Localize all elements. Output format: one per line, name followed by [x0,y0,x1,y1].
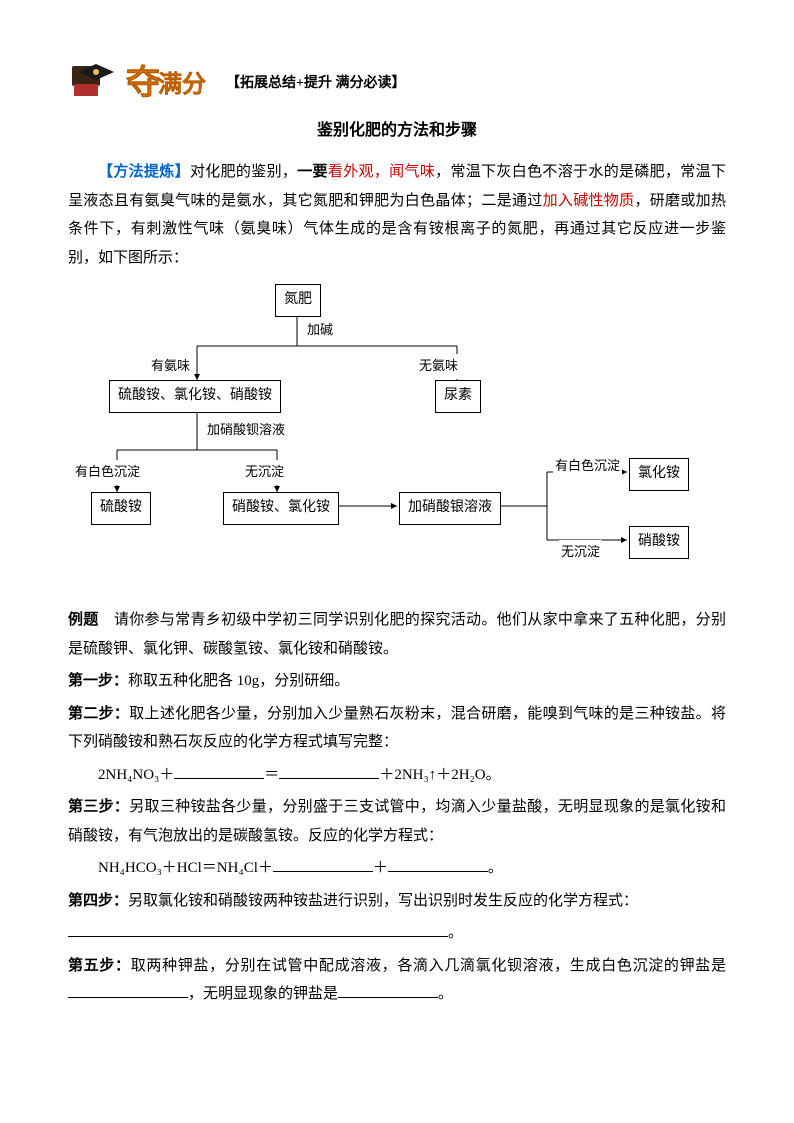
step-2-text: 取上述化肥各少量，分别加入少量熟石灰粉末，混合研磨，能嗅到气味的是三种铵盐。将下… [68,706,726,751]
intro-bold-1: 一要 [297,164,328,180]
blank-7 [338,982,438,999]
step-4-end: 。 [448,925,463,941]
step-3-label: 第三步： [68,799,129,815]
svg-text:满分: 满分 [158,71,206,98]
eq1c: ＋2NH₃↑＋2H₂O。 [379,767,500,783]
eq1b: ＝ [264,767,279,783]
step-4: 第四步：另取氯化铵和硝酸铵两种铵盐进行识别，写出识别时发生反应的化学方程式： [68,887,726,916]
example-label: 例题 [68,612,99,628]
logo: 夺 满分 [68,60,218,108]
step-2: 第二步：取上述化肥各少量，分别加入少量熟石灰粉末，混合研磨，能嗅到气味的是三种铵… [68,700,726,757]
header: 夺 满分 【拓展总结+提升 满分必读】 [68,60,726,108]
step-3: 第三步：另取三种铵盐各少量，分别盛于三支试管中，均滴入少量盐酸，无明显现象的是氯… [68,793,726,850]
step-2-label: 第二步： [68,706,129,722]
blank-1 [174,762,264,779]
eq2a: NH₄HCO₃＋HCl＝NH₄Cl＋ [98,860,273,876]
blank-6 [68,982,188,999]
flow-edge-5: 有白色沉淀 [73,460,142,485]
page-title: 鉴别化肥的方法和步骤 [68,116,726,146]
step-3-text: 另取三种铵盐各少量，分别盛于三支试管中，均滴入少量盐酸，无明显现象的是氯化铵和硝… [68,799,726,844]
flow-node-2: 硫酸铵、氯化铵、硝酸铵 [109,380,281,413]
step-5c: 。 [438,986,453,1002]
step-5b: ，无明显现象的钾盐是 [188,986,338,1002]
step-4-label: 第四步： [68,893,128,909]
tagline: 【拓展总结+提升 满分必读】 [226,71,405,98]
intro-red-1: 看外观，闻气味 [328,164,435,180]
flow-node-3: 尿素 [435,380,481,413]
flow-node-5: 硝酸铵、氯化铵 [223,492,339,525]
flow-node-6: 加硝酸银溶液 [399,492,501,525]
example-intro: 例题 请你参与常青乡初级中学初三同学识别化肥的探究活动。他们从家中拿来了五种化肥… [68,606,726,663]
step-5-label: 第五步： [68,958,131,974]
method-label: 【方法提炼】 [98,164,190,180]
flowchart-lines [87,282,707,592]
step-5: 第五步：取两种钾盐，分别在试管中配成溶液，各滴入几滴氯化钡溶液，生成白色沉淀的钾… [68,952,726,1009]
blank-2 [279,762,379,779]
step-1: 第一步：称取五种化肥各 10g，分别研细。 [68,667,726,696]
blank-4 [388,856,488,873]
eq2c: 。 [488,860,503,876]
flow-edge-3: 无氨味 [417,354,460,379]
flow-node-7: 氯化铵 [629,458,689,491]
flowchart: 氮肥 加碱 有氨味 无氨味 硫酸铵、氯化铵、硝酸铵 尿素 加硝酸钡溶液 有白色沉… [87,282,707,592]
intro-text-1: 对化肥的鉴别， [190,164,297,180]
svg-text:夺: 夺 [126,64,160,102]
eq-2: NH₄HCO₃＋HCl＝NH₄Cl＋ ＋ 。 [68,854,726,883]
step-4-blank: 。 [68,919,726,948]
flow-edge-2: 有氨味 [149,354,192,379]
flow-node-8: 硝酸铵 [629,526,689,559]
intro-red-2: 加入碱性物质 [543,193,635,209]
flow-edge-1: 加碱 [305,318,335,343]
example-text: 请你参与常青乡初级中学初三同学识别化肥的探究活动。他们从家中拿来了五种化肥，分别… [68,612,726,657]
step-4-text: 另取氯化铵和硝酸铵两种铵盐进行识别，写出识别时发生反应的化学方程式： [128,893,638,909]
blank-5 [68,921,448,938]
intro-paragraph: 【方法提炼】对化肥的鉴别，一要看外观，闻气味，常温下灰白色不溶于水的是磷肥，常温… [68,158,726,272]
flow-edge-4: 加硝酸钡溶液 [205,418,287,443]
eq-1: 2NH₄NO₃＋ ＝ ＋2NH₃↑＋2H₂O。 [68,761,726,790]
blank-3 [273,856,373,873]
flow-node-4: 硫酸铵 [91,492,151,525]
flow-edge-8: 无沉淀 [559,540,602,565]
step-1-label: 第一步： [68,673,128,689]
step-1-text: 称取五种化肥各 10g，分别研细。 [128,673,349,689]
eq1a: 2NH₄NO₃＋ [98,767,174,783]
flow-edge-7: 有白色沉淀 [553,454,622,479]
step-5a: 取两种钾盐，分别在试管中配成溶液，各滴入几滴氯化钡溶液，生成白色沉淀的钾盐是 [131,958,726,974]
flow-node-root: 氮肥 [275,284,321,317]
eq2b: ＋ [373,860,388,876]
flow-edge-6: 无沉淀 [243,460,286,485]
